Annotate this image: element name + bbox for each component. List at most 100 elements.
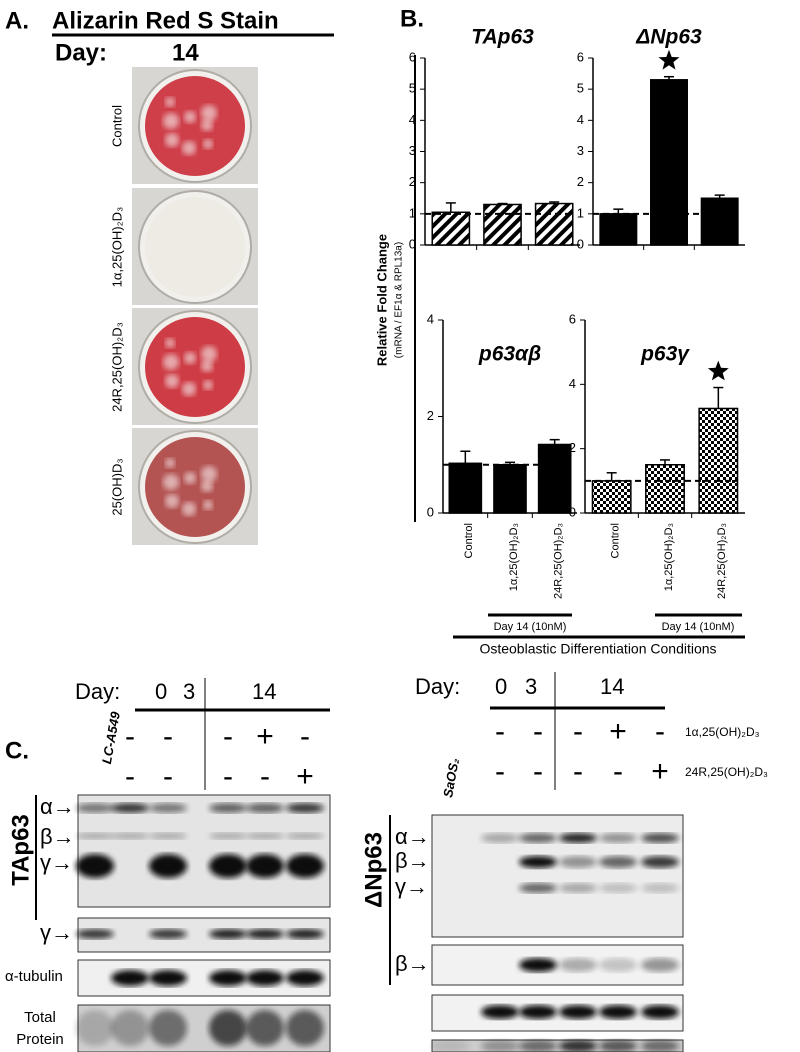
loading-label: α-tubulin xyxy=(5,968,63,985)
stain-speck xyxy=(182,502,196,516)
well-label: 25(OH)D₃ xyxy=(109,458,124,515)
blot-band xyxy=(286,854,324,878)
well-stain xyxy=(145,437,245,537)
blot-band xyxy=(209,970,247,986)
y-tick-label: 4 xyxy=(427,311,434,326)
y-tick-label: 2 xyxy=(409,174,416,189)
treatment-sign: - xyxy=(533,755,543,788)
blot-band xyxy=(519,1005,557,1019)
stain-speck xyxy=(201,119,213,131)
blot-strip xyxy=(431,814,684,938)
stain-speck xyxy=(203,139,213,149)
bar xyxy=(698,407,739,514)
y-axis-sublabel: (mRNA / EF1α & RPL13a) xyxy=(394,242,405,358)
protein-label: TAp63 xyxy=(7,814,34,886)
blot-band xyxy=(209,929,247,939)
blot-band xyxy=(246,929,284,939)
blot-band xyxy=(481,1040,519,1052)
blot-band xyxy=(76,854,114,878)
blot-band xyxy=(559,1040,597,1052)
day: 14 xyxy=(252,679,276,704)
y-tick-label: 5 xyxy=(409,81,416,96)
treatment-sign: + xyxy=(256,720,274,753)
treatment-sign: - xyxy=(300,720,310,753)
treatment-sign: - xyxy=(613,755,623,788)
day: 0 xyxy=(155,679,167,704)
stain-speck xyxy=(203,500,213,510)
y-tick-label: 1 xyxy=(577,205,584,220)
y-tick-label: 2 xyxy=(569,440,576,455)
y-tick-label: 6 xyxy=(569,311,576,326)
treatment-sign: - xyxy=(163,720,173,753)
band-label: γ→ xyxy=(40,920,73,945)
significance-star xyxy=(707,360,729,381)
day: 3 xyxy=(183,679,195,704)
well-stain xyxy=(145,317,245,417)
y-tick-label: 0 xyxy=(569,504,576,519)
stain-speck xyxy=(182,141,196,155)
y-tick-label: 4 xyxy=(569,376,576,391)
blot-band xyxy=(246,970,284,986)
blot-band xyxy=(111,970,149,986)
blot-band xyxy=(149,833,187,839)
blot-strip xyxy=(77,794,331,908)
stain-speck xyxy=(182,382,196,396)
band-label: α→ xyxy=(395,824,430,849)
treatment-sign: - xyxy=(260,760,270,793)
blot-band xyxy=(149,1010,187,1046)
blot-band xyxy=(209,833,247,839)
y-tick-label: 4 xyxy=(577,112,584,127)
blot-band xyxy=(286,929,324,939)
day: 0 xyxy=(495,674,507,699)
y-tick-label: 3 xyxy=(577,143,584,158)
stain-speck xyxy=(184,352,196,364)
stain-speck xyxy=(201,105,217,121)
bar xyxy=(448,462,483,514)
stain-speck xyxy=(165,458,175,468)
bar xyxy=(650,79,688,246)
stain-speck xyxy=(203,380,213,390)
blot-band xyxy=(559,883,597,893)
y-tick-label: 0 xyxy=(409,236,416,251)
band-label: γ→ xyxy=(40,850,73,875)
treatment-sign: - xyxy=(655,715,665,748)
significance-star xyxy=(658,49,680,70)
chart-title: p63γ xyxy=(640,343,690,366)
blot-band xyxy=(519,958,557,972)
loading-label: Total xyxy=(24,1009,56,1026)
blot-band xyxy=(519,856,557,868)
stain-speck xyxy=(163,354,179,370)
blot-band xyxy=(599,1005,637,1019)
well-stain xyxy=(145,76,245,176)
cell-line: SaOS₂ xyxy=(440,757,462,799)
bar xyxy=(431,211,471,246)
day: 14 xyxy=(600,674,624,699)
panel-label: B. xyxy=(400,5,424,32)
blot-band xyxy=(286,803,324,813)
blot-band xyxy=(641,1005,679,1019)
x-tick-label: 1α,25(OH)₂D₃ xyxy=(663,523,675,591)
blot-band xyxy=(149,854,187,878)
blot-band xyxy=(599,856,637,868)
blot-band xyxy=(209,1010,247,1046)
blot-band xyxy=(246,833,284,839)
blot-band xyxy=(641,833,679,843)
y-tick-label: 0 xyxy=(577,236,584,251)
day-label: Day: xyxy=(415,674,460,699)
treatment-sign: - xyxy=(125,760,135,793)
treatment-label: Day 14 (10nM) xyxy=(494,621,567,633)
treatment-sign: + xyxy=(651,755,669,788)
blot-band xyxy=(76,929,114,939)
bar xyxy=(599,213,638,246)
blot-band xyxy=(149,929,187,939)
x-tick-label: 24R,25(OH)₂D₃ xyxy=(553,523,565,599)
blot-band xyxy=(246,803,284,813)
y-tick-label: 0 xyxy=(427,504,434,519)
treatment-name: 1α,25(OH)₂D₃ xyxy=(685,725,760,739)
blot-band xyxy=(481,833,519,843)
x-tick-label: 24R,25(OH)₂D₃ xyxy=(716,523,728,599)
chart-title: p63αβ xyxy=(478,343,541,366)
stain-speck xyxy=(201,346,217,362)
y-tick-label: 6 xyxy=(409,49,416,64)
y-tick-label: 6 xyxy=(577,49,584,64)
